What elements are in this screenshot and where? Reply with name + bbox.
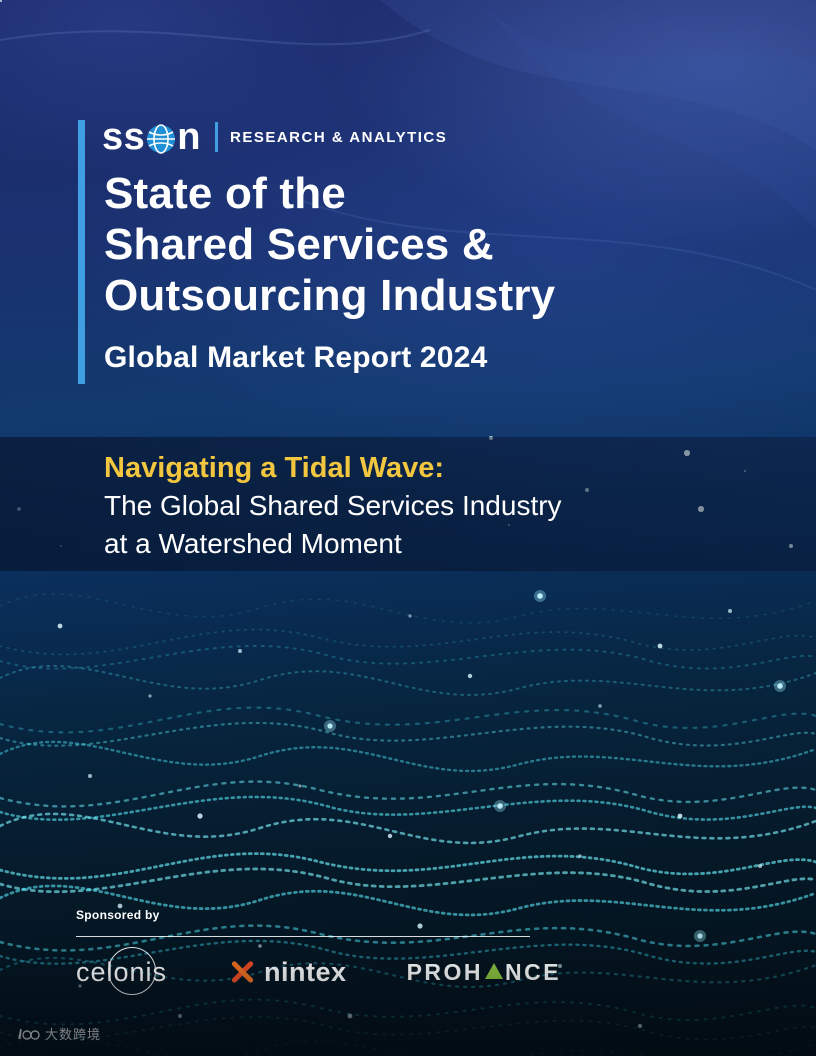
watermark-text: 大数跨境 <box>45 1027 102 1042</box>
sson-logo-text-ss: ss <box>102 116 146 158</box>
sson-globe-icon <box>146 123 176 154</box>
particle-dots <box>0 0 2 2</box>
title-line-1: State of the <box>104 169 346 218</box>
prohance-text-post: NCE <box>505 958 562 985</box>
accent-bar <box>78 120 85 384</box>
prohance-logo: PROH NCE <box>406 958 562 985</box>
division-label: RESEARCH & ANALYTICS <box>230 128 448 146</box>
page-title: State of the Shared Services & Outsourci… <box>104 168 555 321</box>
logo-divider <box>215 122 218 152</box>
report-subtitle: Global Market Report 2024 <box>104 341 488 374</box>
celonis-orbit-icon <box>108 946 156 995</box>
watermark: 大数跨境 <box>16 1024 101 1043</box>
brand-logo: ss n RESEARCH & ANALYTICS <box>102 118 447 156</box>
nintex-x-icon <box>229 959 255 985</box>
celonis-logo: celonis <box>76 946 167 995</box>
sson-logo: ss n <box>102 118 201 156</box>
watermark-icon <box>18 1028 40 1040</box>
title-line-2: Shared Services & <box>104 220 494 269</box>
sson-logo-text-n: n <box>177 116 201 158</box>
sponsor-divider-line <box>76 936 530 937</box>
sponsored-by-label: Sponsored by <box>76 908 160 922</box>
banner-highlight: Navigating a Tidal Wave: <box>104 452 445 484</box>
prohance-triangle-icon <box>485 962 504 979</box>
banner-line-1: The Global Shared Services Industry <box>104 490 562 521</box>
nintex-logo: nintex <box>229 956 347 987</box>
theme-banner: Navigating a Tidal Wave: The Global Shar… <box>0 437 816 571</box>
prohance-text-pre: PROH <box>406 958 484 985</box>
title-line-3: Outsourcing Industry <box>104 271 556 320</box>
sponsor-logos: celonis nintex PROH NCE <box>76 944 636 1000</box>
nintex-logo-text: nintex <box>264 956 347 987</box>
banner-line-2: at a Watershed Moment <box>104 528 402 559</box>
